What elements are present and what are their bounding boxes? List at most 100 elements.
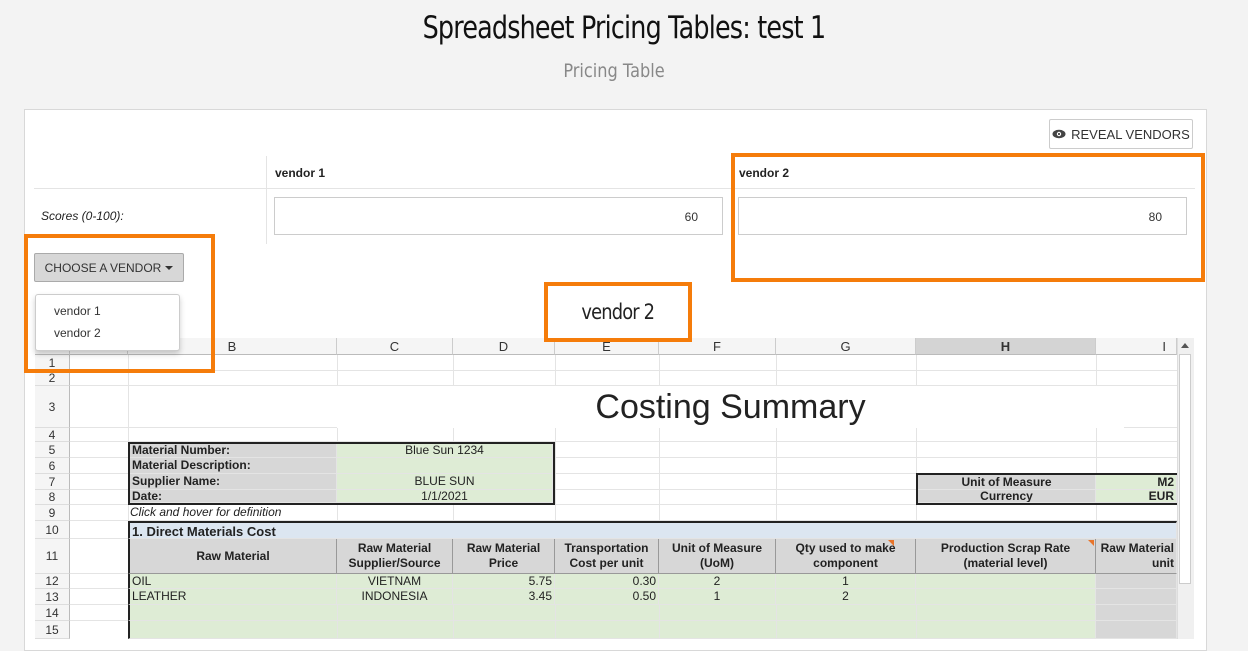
vendor-1-header: vendor 1 [275, 166, 326, 180]
table-row-2-source[interactable]: INDONESIA [337, 589, 453, 605]
column-header-c[interactable]: C [337, 338, 453, 355]
dropdown-option-vendor-1[interactable]: vendor 1 [54, 304, 101, 318]
currency-value[interactable]: EUR [1096, 490, 1177, 503]
info-block-border [128, 442, 555, 505]
vendor-2-score-input[interactable]: 80 [738, 197, 1187, 235]
selected-vendor-text: vendor 2 [581, 300, 656, 324]
row-header[interactable]: 13 [35, 589, 70, 605]
col-unit: Raw Material unit [1096, 539, 1177, 574]
column-header-i[interactable]: I [1096, 338, 1177, 355]
sheet-scroll-thumb[interactable] [1179, 354, 1191, 584]
scroll-up-icon[interactable] [1180, 341, 1190, 349]
table-row-empty-unit [1096, 605, 1177, 621]
col-scrap-rate: Production Scrap Rate (material level) [916, 539, 1096, 574]
table-row-1-material[interactable]: OIL [128, 574, 337, 589]
column-header-b[interactable]: B [128, 338, 337, 355]
comment-marker-icon [1088, 540, 1094, 546]
col-unit-line1: Raw Material [1100, 541, 1174, 555]
page-title: Spreadsheet Pricing Tables: test 1 [422, 10, 827, 46]
row-header[interactable]: 5 [35, 442, 70, 458]
table-row-1-uom[interactable]: 2 [659, 574, 776, 589]
caret-down-icon [165, 265, 174, 270]
row-header[interactable]: 4 [35, 428, 70, 442]
spreadsheet[interactable]: A B C D E F G H I 1 2 3 4 5 6 7 8 9 10 1… [35, 338, 1177, 639]
table-row-2-uom[interactable]: 1 [659, 589, 776, 605]
page-subtitle: Pricing Table [563, 60, 665, 82]
col-price: Raw Material Price [453, 539, 555, 574]
col-uom: Unit of Measure (UoM) [659, 539, 776, 574]
vendor-header-row [34, 156, 1195, 189]
row-header[interactable]: 8 [35, 490, 70, 505]
table-row-empty[interactable] [128, 605, 1096, 621]
row-header[interactable]: 1 [35, 355, 70, 371]
row-header[interactable]: 15 [35, 621, 70, 639]
currency-label: Currency [918, 490, 1096, 503]
choose-vendor-label: CHOOSE A VENDOR [44, 260, 162, 275]
reveal-vendors-label: REVEAL VENDORS [1071, 126, 1190, 142]
table-row-2-transport[interactable]: 0.50 [555, 589, 659, 605]
column-header-f[interactable]: F [659, 338, 776, 355]
table-row-1-price[interactable]: 5.75 [453, 574, 555, 589]
empty-row-grid [337, 605, 917, 639]
row-header[interactable]: 2 [35, 371, 70, 386]
table-row-1-qty[interactable]: 1 [776, 574, 916, 589]
col-price-line1: Raw Material [466, 541, 541, 555]
reveal-vendors-button[interactable]: REVEAL VENDORS [1049, 119, 1193, 149]
row-header[interactable]: 10 [35, 521, 70, 539]
date-value[interactable]: 1/1/2021 [337, 490, 553, 503]
row-header[interactable]: 11 [35, 539, 70, 574]
supplier-name-value[interactable]: BLUE SUN [337, 474, 553, 490]
material-number-label: Material Number: [130, 444, 337, 458]
material-description-label: Material Description: [130, 458, 337, 474]
table-row-1-unit [1096, 574, 1177, 589]
column-header-d[interactable]: D [453, 338, 555, 355]
col-uom-line2: (UoM) [700, 556, 734, 570]
row-header[interactable]: 12 [35, 574, 70, 589]
table-row-2-qty[interactable]: 2 [776, 589, 916, 605]
table-row-2-scrap[interactable] [916, 589, 1096, 605]
col-transport-line1: Transportation [564, 541, 649, 555]
eye-icon [1052, 129, 1066, 139]
definition-hint: Click and hover for definition [130, 505, 282, 519]
row-header[interactable]: 9 [35, 505, 70, 521]
col-uom-line1: Unit of Measure [671, 541, 762, 555]
col-qty: Qty used to make component [776, 539, 916, 574]
supplier-name-label: Supplier Name: [130, 474, 337, 490]
uom-value[interactable]: M2 [1096, 475, 1177, 490]
column-header-g[interactable]: G [776, 338, 916, 355]
row-header[interactable]: 7 [35, 474, 70, 490]
column-header-h[interactable]: H [916, 338, 1096, 355]
column-header-e[interactable]: E [555, 338, 659, 355]
uom-label: Unit of Measure [918, 475, 1096, 490]
choose-vendor-button[interactable]: CHOOSE A VENDOR [34, 253, 184, 282]
uom-block-border [916, 473, 1177, 505]
col-qty-line2: component [813, 556, 878, 570]
dropdown-option-vendor-2[interactable]: vendor 2 [54, 326, 101, 340]
table-row-empty-unit [1096, 621, 1177, 639]
row-header[interactable]: 14 [35, 605, 70, 621]
material-number-value[interactable]: Blue Sun 1234 [337, 444, 553, 458]
table-row-1-scrap[interactable] [916, 574, 1096, 589]
table-row-2-unit [1096, 589, 1177, 605]
col-qty-line1: Qty used to make [795, 541, 896, 555]
section-title: 1. Direct Materials Cost [128, 521, 1177, 539]
table-row-1-transport[interactable]: 0.30 [555, 574, 659, 589]
column-divider [731, 156, 732, 244]
vendor-1-score-input[interactable]: 60 [274, 197, 723, 235]
col-transport-line2: Cost per unit [569, 556, 644, 570]
col-scrap-line1: Production Scrap Rate [940, 541, 1071, 555]
col-transport: Transportation Cost per unit [555, 539, 659, 574]
table-row-2-material[interactable]: LEATHER [128, 589, 337, 605]
col-scrap-line2: (material level) [963, 556, 1048, 570]
vendor-dropdown-menu: vendor 1 vendor 2 [35, 294, 180, 351]
row-header[interactable]: 6 [35, 458, 70, 474]
table-row-2-price[interactable]: 3.45 [453, 589, 555, 605]
scores-label: Scores (0-100): [41, 209, 124, 223]
row-header[interactable]: 3 [35, 386, 70, 428]
col-unit-line2: unit [1152, 556, 1174, 570]
col-supplier: Raw Material Supplier/Source [337, 539, 453, 574]
table-row-1-source[interactable]: VIETNAM [337, 574, 453, 589]
comment-marker-icon [888, 540, 894, 546]
col-raw-material: Raw Material [128, 539, 337, 574]
material-description-value[interactable] [337, 458, 553, 474]
